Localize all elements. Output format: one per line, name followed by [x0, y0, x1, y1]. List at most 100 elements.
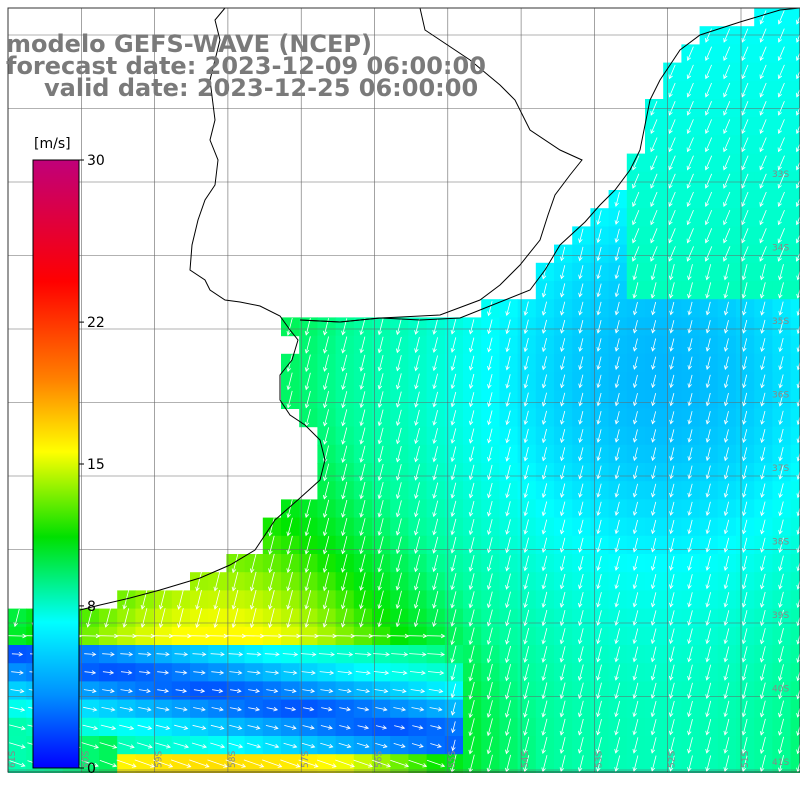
wind-arrow-head: [231, 605, 237, 610]
wind-arrow-head: [150, 763, 155, 768]
wind-arrow-head: [687, 511, 692, 516]
wind-arrow-head: [577, 694, 583, 700]
wind-arrow-head: [505, 329, 510, 335]
wind-arrow-head: [577, 767, 583, 773]
wind-arrow-head: [577, 749, 583, 754]
wind-arrow: [396, 373, 402, 389]
wind-arrow-head: [596, 474, 601, 480]
wind-arrow-head: [669, 328, 674, 334]
wind-arrow: [451, 373, 457, 389]
wind-arrow: [688, 574, 693, 589]
wind-arrow: [779, 465, 784, 479]
wind-arrow-head: [22, 633, 27, 639]
wind-arrow: [670, 501, 675, 516]
wind-arrow: [265, 742, 279, 748]
wind-arrow: [487, 718, 493, 736]
wind-arrow: [338, 689, 351, 692]
wind-arrow-head: [578, 547, 583, 553]
wind-arrow: [506, 428, 511, 443]
wind-arrow-head: [487, 548, 492, 554]
lat-label: 34S: [772, 244, 789, 254]
wind-arrow: [378, 409, 384, 426]
wind-arrow-head: [632, 694, 637, 700]
wind-arrow-head: [578, 456, 583, 462]
wind-arrow-head: [523, 639, 528, 645]
wind-arrow: [705, 191, 713, 207]
wind-cell: [790, 62, 800, 82]
wind-arrow: [633, 374, 638, 388]
wind-arrow-head: [523, 676, 528, 682]
wind-arrow-head: [559, 730, 565, 736]
wind-arrow-head: [704, 147, 710, 153]
wind-arrow: [323, 590, 330, 609]
wind-arrow: [652, 320, 657, 333]
wind-arrow: [229, 724, 242, 729]
wind-arrow-head: [687, 365, 692, 370]
wind-arrow-head: [468, 493, 474, 499]
wind-cell: [790, 736, 800, 755]
wind-arrow-head: [723, 202, 728, 207]
wind-arrow-head: [723, 328, 729, 334]
wind-arrow-head: [596, 676, 601, 681]
wind-arrow: [433, 428, 438, 444]
wind-arrow: [706, 719, 712, 735]
wind-arrow-head: [650, 584, 656, 590]
wind-arrow-head: [723, 584, 729, 590]
wind-arrow: [469, 464, 475, 480]
wind-arrow-head: [414, 567, 419, 573]
wind-arrow-head: [322, 623, 328, 628]
wind-arrow: [743, 483, 748, 498]
wind-arrow: [214, 607, 221, 628]
wind-arrow-head: [450, 402, 456, 408]
wind-arrow-head: [505, 566, 510, 572]
wind-arrow-head: [723, 676, 728, 681]
wind-arrow-head: [146, 707, 152, 712]
wind-arrow: [779, 501, 784, 516]
wind-arrow-head: [450, 420, 456, 426]
wind-arrow-head: [705, 748, 710, 754]
wind-arrow: [687, 101, 694, 116]
wind-arrow-head: [777, 129, 782, 134]
wind-arrow: [705, 155, 713, 170]
wind-arrow: [706, 519, 711, 534]
wind-arrow: [409, 671, 426, 674]
wind-arrow-head: [632, 584, 638, 590]
wind-arrow-head: [777, 37, 783, 43]
wind-arrow-head: [723, 220, 728, 226]
wind-arrow-head: [741, 165, 746, 171]
wind-arrow-head: [365, 688, 371, 694]
wind-arrow-head: [256, 744, 262, 749]
wind-arrow: [246, 653, 261, 655]
wind-arrow: [378, 554, 384, 572]
wind-arrow-head: [304, 531, 310, 537]
wind-arrow: [414, 590, 421, 609]
wind-arrow: [324, 354, 329, 372]
wind-arrow: [561, 283, 566, 297]
wind-arrow-head: [422, 763, 428, 768]
wind-arrow-head: [723, 37, 728, 43]
wind-arrow: [192, 724, 206, 729]
wind-arrow: [632, 173, 640, 189]
wind-arrow: [542, 519, 548, 534]
wind-arrow: [561, 356, 566, 370]
wind-arrow-head: [322, 586, 328, 592]
wind-arrow: [560, 628, 566, 644]
wind-arrow: [506, 682, 511, 699]
wind-arrow-head: [486, 713, 492, 718]
wind-arrow: [668, 137, 676, 152]
wind-arrow: [597, 338, 602, 352]
wind-arrow: [688, 737, 693, 753]
wind-arrow: [250, 608, 257, 628]
wind-arrow-head: [486, 749, 492, 755]
wind-cell: [790, 171, 800, 191]
wind-arrow-head: [650, 712, 656, 718]
wind-arrow: [116, 759, 137, 767]
wind-arrow: [578, 664, 584, 681]
wind-arrow: [688, 393, 693, 406]
wind-arrow-head: [759, 74, 764, 80]
wind-arrow: [524, 519, 529, 534]
wind-arrow: [451, 573, 457, 590]
wind-arrow: [651, 719, 657, 735]
wind-arrow-head: [359, 494, 364, 500]
wind-arrow-head: [596, 511, 601, 517]
